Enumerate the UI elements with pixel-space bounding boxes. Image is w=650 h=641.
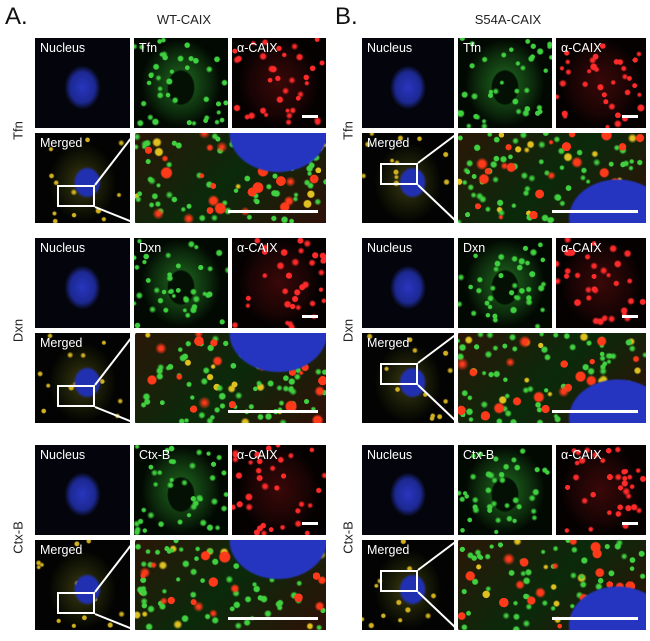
image-panel-dxn: Dxn xyxy=(458,238,552,328)
merged-panel: Merged xyxy=(35,133,130,223)
scale-bar xyxy=(552,617,638,620)
image-panel-nucleus: Nucleus xyxy=(35,38,130,128)
zoomed-merged-panel xyxy=(458,333,646,423)
panel-label: Merged xyxy=(40,136,83,150)
panel-label: α-CAIX xyxy=(237,41,278,55)
column-title: S54A-CAIX xyxy=(474,12,542,27)
panel-label: Merged xyxy=(40,336,83,350)
inset-box xyxy=(57,385,95,407)
image-panel-caix: α-CAIX xyxy=(232,38,326,128)
scale-bar xyxy=(552,410,638,413)
panel-label: Tfn xyxy=(463,41,482,55)
scale-bar xyxy=(622,315,638,318)
panel-label: Nucleus xyxy=(40,448,86,462)
scale-bar xyxy=(622,115,638,118)
scale-bar xyxy=(552,210,638,213)
zoomed-merged-panel xyxy=(135,333,326,423)
panel-label: α-CAIX xyxy=(561,241,602,255)
panel-label: Dxn xyxy=(139,241,162,255)
image-panel-dxn: Dxn xyxy=(134,238,228,328)
row-label: Ctx-B xyxy=(340,520,356,554)
row-label: Ctx-B xyxy=(10,520,26,554)
inset-box xyxy=(57,592,95,614)
row-label: Dxn xyxy=(10,318,26,342)
panel-label: Tfn xyxy=(139,41,158,55)
panel-label: α-CAIX xyxy=(561,448,602,462)
scale-bar xyxy=(302,522,318,525)
image-panel-nucleus: Nucleus xyxy=(35,238,130,328)
scale-bar xyxy=(228,210,318,213)
panel-label: Ctx-B xyxy=(139,448,171,462)
zoomed-merged-panel xyxy=(458,133,646,223)
column-title: WT-CAIX xyxy=(156,12,212,27)
scale-bar xyxy=(302,115,318,118)
panel-label: α-CAIX xyxy=(237,448,278,462)
scale-bar xyxy=(228,410,318,413)
image-panel-caix: α-CAIX xyxy=(556,445,646,535)
panel-label: Nucleus xyxy=(367,448,413,462)
image-panel-nucleus: Nucleus xyxy=(35,445,130,535)
panel-label: α-CAIX xyxy=(237,241,278,255)
scale-bar xyxy=(228,617,318,620)
panel-label: Merged xyxy=(40,543,83,557)
row-label: Dxn xyxy=(340,318,356,342)
panel-label: Dxn xyxy=(463,241,486,255)
panel-label: Nucleus xyxy=(40,241,86,255)
inset-box xyxy=(57,185,95,207)
panel-letter: B. xyxy=(335,3,358,30)
merged-panel: Merged xyxy=(35,540,130,630)
image-panel-tfn: Tfn xyxy=(134,38,228,128)
panel-label: α-CAIX xyxy=(561,41,602,55)
image-panel-caix: α-CAIX xyxy=(556,38,646,128)
image-panel-nucleus: Nucleus xyxy=(362,445,454,535)
inset-box xyxy=(380,570,418,592)
inset-box xyxy=(380,163,418,185)
zoomed-merged-panel xyxy=(135,540,326,630)
panel-label: Merged xyxy=(367,336,410,350)
inset-box xyxy=(380,363,418,385)
image-panel-nucleus: Nucleus xyxy=(362,38,454,128)
row-label: Tfn xyxy=(340,120,356,140)
merged-panel: Merged xyxy=(35,333,130,423)
panel-letter: A. xyxy=(5,3,28,30)
image-panel-ctxb: Ctx-B xyxy=(134,445,228,535)
scale-bar xyxy=(302,315,318,318)
image-panel-tfn: Tfn xyxy=(458,38,552,128)
scale-bar xyxy=(622,522,638,525)
image-panel-caix: α-CAIX xyxy=(556,238,646,328)
image-panel-caix: α-CAIX xyxy=(232,238,326,328)
image-panel-caix: α-CAIX xyxy=(232,445,326,535)
panel-label: Nucleus xyxy=(40,41,86,55)
image-panel-ctxb: Ctx-B xyxy=(458,445,552,535)
panel-label: Merged xyxy=(367,136,410,150)
zoomed-merged-panel xyxy=(458,540,646,630)
image-panel-nucleus: Nucleus xyxy=(362,238,454,328)
panel-label: Nucleus xyxy=(367,241,413,255)
panel-label: Nucleus xyxy=(367,41,413,55)
zoomed-merged-panel xyxy=(135,133,326,223)
panel-label: Ctx-B xyxy=(463,448,495,462)
row-label: Tfn xyxy=(10,120,26,140)
panel-label: Merged xyxy=(367,543,410,557)
